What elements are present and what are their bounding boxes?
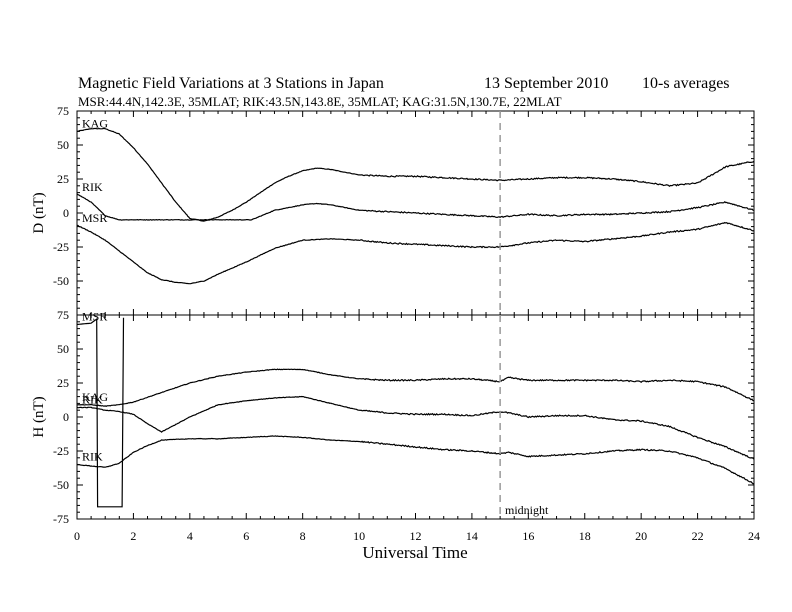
x-axis-label: Universal Time: [362, 543, 467, 562]
x-tick-label: 8: [300, 529, 306, 543]
y-tick-label: 0: [63, 410, 69, 424]
series-label-rik: RIK: [82, 450, 103, 464]
x-tick-label: 4: [187, 529, 193, 543]
series-line-kag: [77, 127, 755, 222]
panel-frame-1: [76, 314, 755, 520]
chart-title: Magnetic Field Variations at 3 Stations …: [78, 75, 384, 92]
x-tick-label: 14: [466, 529, 478, 543]
y-tick-label: -25: [53, 444, 69, 458]
x-tick-label: 22: [692, 529, 704, 543]
date-label: 13 September 2010: [484, 75, 608, 92]
x-tick-label: 2: [130, 529, 136, 543]
y-axis-label-h: H (nT): [31, 396, 47, 437]
x-tick-label: 12: [410, 529, 422, 543]
averaging-label: 10-s averages: [642, 75, 730, 92]
series-label-msr: MSR: [82, 310, 107, 324]
series-label-kag: KAG: [82, 390, 108, 404]
series-line-msr: [76, 221, 755, 285]
chart-subtitle: MSR:44.4N,142.3E, 35MLAT; RIK:43.5N,143.…: [78, 94, 562, 109]
y-tick-label: -50: [53, 274, 69, 288]
series-line-kag: [77, 368, 754, 407]
midnight-marker-label: midnight: [505, 503, 549, 517]
y-tick-label: 50: [57, 138, 69, 152]
y-tick-label: -50: [53, 478, 69, 492]
y-tick-label: 75: [57, 104, 69, 118]
x-tick-label: 20: [635, 529, 647, 543]
series-label-rik: RIK: [82, 392, 103, 406]
series-label-kag: KAG: [82, 116, 108, 130]
series-line-rik: [76, 193, 755, 221]
series-line-rik: [76, 435, 755, 485]
x-tick-label: 0: [74, 529, 80, 543]
series-line-rik: [76, 395, 755, 460]
series-label-rik: RIK: [82, 180, 103, 194]
y-tick-label: 75: [57, 308, 69, 322]
y-tick-label: 25: [57, 376, 69, 390]
y-tick-label: 25: [57, 172, 69, 186]
y-tick-label: 0: [63, 206, 69, 220]
x-tick-label: 10: [353, 529, 365, 543]
x-tick-label: 6: [243, 529, 249, 543]
x-tick-label: 18: [579, 529, 591, 543]
series-line-msr: [76, 317, 125, 508]
y-tick-label: -75: [53, 512, 69, 526]
y-tick-label: -25: [53, 240, 69, 254]
series-label-msr: MSR: [82, 211, 107, 225]
x-tick-label: 24: [748, 529, 760, 543]
y-tick-label: 50: [57, 342, 69, 356]
y-axis-label-d: D (nT): [31, 192, 47, 233]
x-tick-label: 16: [522, 529, 534, 543]
